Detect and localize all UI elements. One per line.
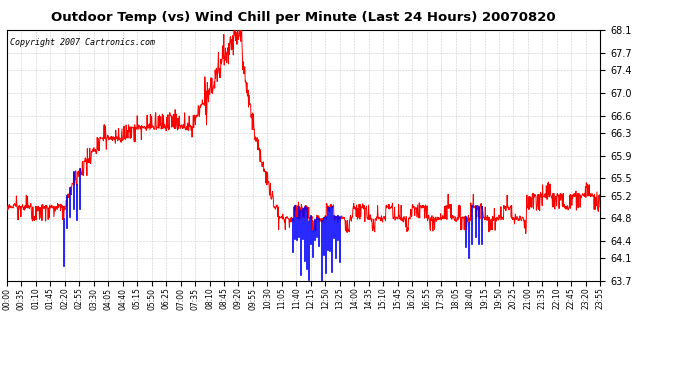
Text: Copyright 2007 Cartronics.com: Copyright 2007 Cartronics.com xyxy=(10,38,155,46)
Text: Outdoor Temp (vs) Wind Chill per Minute (Last 24 Hours) 20070820: Outdoor Temp (vs) Wind Chill per Minute … xyxy=(51,11,556,24)
